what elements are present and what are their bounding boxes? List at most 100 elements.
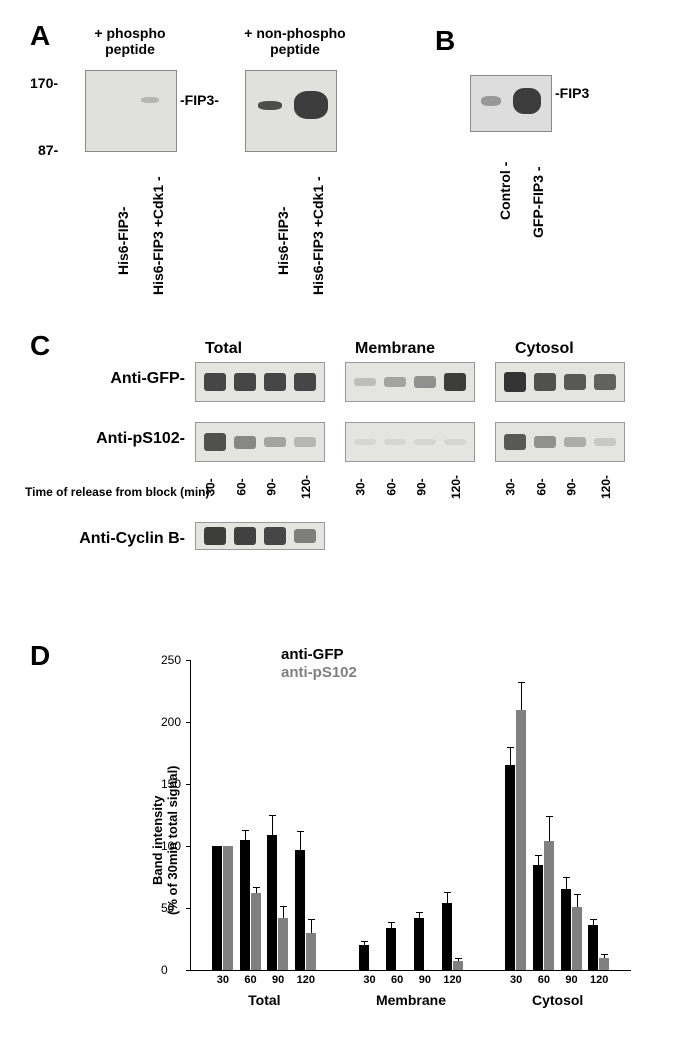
- error-bar: [566, 877, 567, 889]
- ytick-label: 250: [161, 653, 181, 667]
- xtick-label: 120: [297, 974, 315, 986]
- time-tick: 90-: [265, 478, 279, 495]
- bar-ps102: [516, 710, 526, 970]
- col-membrane: Membrane: [355, 340, 435, 358]
- band: [294, 373, 316, 391]
- panel-d-label: D: [30, 640, 50, 672]
- blot-gfp-membrane: [345, 362, 475, 402]
- panel-c: C Total Membrane Cytosol Anti-GFP- Anti-…: [20, 330, 665, 630]
- legend-gfp: anti-GFP: [281, 646, 344, 663]
- band: [264, 373, 286, 391]
- time-tick: 60-: [234, 478, 248, 495]
- panel-a-label: A: [30, 20, 50, 52]
- bar-chart: anti-GFP anti-pS102 05010015020025030609…: [190, 660, 631, 971]
- error-bar: [300, 831, 301, 850]
- xtick-label: 60: [391, 974, 403, 986]
- blot-gfp-cytosol: [495, 362, 625, 402]
- band: [414, 376, 436, 388]
- ytick-mark: [186, 784, 191, 785]
- bar-gfp: [533, 865, 543, 970]
- lane-b2: GFP-FIP3 -: [530, 166, 546, 238]
- xtick-label: 60: [244, 974, 256, 986]
- band: [504, 434, 526, 451]
- error-bar: [521, 682, 522, 709]
- bar-ps102: [544, 841, 554, 970]
- band-lane1: [258, 101, 282, 110]
- band: [534, 373, 556, 390]
- time-tick: 120-: [449, 475, 463, 499]
- band: [384, 439, 406, 446]
- ytick-mark: [186, 660, 191, 661]
- lane-a2-2: His6-FIP3 +Cdk1 -: [310, 176, 326, 295]
- xtick-label: 60: [538, 974, 550, 986]
- times-membrane: 30-60-90-120-: [345, 480, 475, 494]
- band: [234, 436, 256, 449]
- bar-ps102: [599, 958, 609, 970]
- blot-ps102-cytosol: [495, 422, 625, 462]
- band: [504, 372, 526, 391]
- time-tick: 60-: [534, 478, 548, 495]
- xtick-label: 90: [272, 974, 284, 986]
- fip3-label-b: -FIP3: [555, 85, 589, 101]
- bar-gfp: [561, 889, 571, 970]
- time-tick: 90-: [565, 478, 579, 495]
- bar-ps102: [223, 846, 233, 970]
- time-tick: 30-: [503, 478, 517, 495]
- band: [204, 433, 226, 450]
- ytick-label: 0: [161, 963, 168, 977]
- time-tick: 60-: [384, 478, 398, 495]
- band: [234, 373, 256, 391]
- band: [414, 439, 436, 446]
- band: [264, 527, 286, 545]
- mw-marker-87: 87-: [38, 142, 58, 158]
- xtick-label: 30: [363, 974, 375, 986]
- error-bar: [458, 958, 459, 962]
- bar-gfp: [414, 918, 424, 970]
- blot-a-phospho: [85, 70, 177, 152]
- blot-b: [470, 75, 552, 132]
- legend-ps102: anti-pS102: [281, 664, 357, 681]
- blot-cyclinb: [195, 522, 325, 550]
- band: [564, 437, 586, 447]
- band-b2: [513, 88, 541, 114]
- band: [594, 374, 616, 390]
- band: [564, 374, 586, 391]
- time-tick: 120-: [599, 475, 613, 499]
- xtick-label: 120: [443, 974, 461, 986]
- panel-c-label: C: [30, 330, 50, 362]
- lane-a2-1: His6-FIP3-: [275, 207, 291, 275]
- ytick-label: 200: [161, 715, 181, 729]
- row-gfp: Anti-GFP-: [35, 370, 185, 388]
- ytick-mark: [186, 908, 191, 909]
- group-label: Total: [248, 992, 280, 1008]
- blot-a-nonphospho: [245, 70, 337, 152]
- band: [264, 437, 286, 448]
- error-bar: [391, 922, 392, 928]
- ytick-mark: [186, 722, 191, 723]
- ytick-label: 100: [161, 839, 181, 853]
- error-bar: [549, 816, 550, 841]
- col-total: Total: [205, 340, 242, 358]
- band: [444, 439, 466, 446]
- col-cytosol: Cytosol: [515, 340, 574, 358]
- band: [234, 527, 256, 545]
- band: [594, 438, 616, 446]
- error-bar: [311, 919, 312, 933]
- lane-a1-2: His6-FIP3 +Cdk1 -: [150, 176, 166, 295]
- ytick-mark: [186, 970, 191, 971]
- xtick-label: 90: [419, 974, 431, 986]
- panel-b-label: B: [435, 25, 455, 57]
- fip3-label-a: -FIP3-: [180, 92, 219, 108]
- error-bar: [272, 815, 273, 835]
- ytick-mark: [186, 846, 191, 847]
- panel-d: D Band intensity (% of 30min total signa…: [20, 640, 665, 1040]
- error-bar: [364, 941, 365, 945]
- bar-gfp: [442, 903, 452, 970]
- ytick-label: 50: [161, 901, 174, 915]
- error-bar: [256, 887, 257, 893]
- band: [294, 529, 316, 543]
- group-label: Membrane: [376, 992, 446, 1008]
- xtick-label: 30: [510, 974, 522, 986]
- time-tick: 90-: [415, 478, 429, 495]
- band: [354, 378, 376, 387]
